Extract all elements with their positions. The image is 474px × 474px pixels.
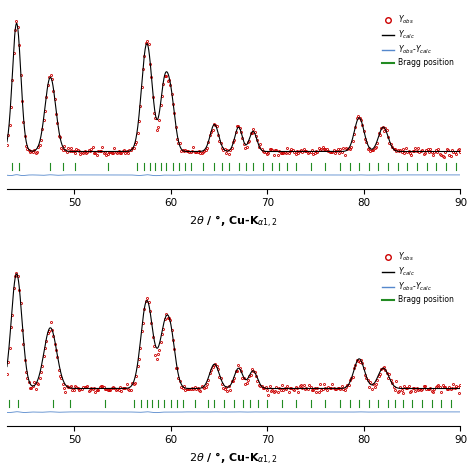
Legend: $Y_{obs}$, $Y_{calc}$, $Y_{obs}$-$Y_{calc}$, Bragg position: $Y_{obs}$, $Y_{calc}$, $Y_{obs}$-$Y_{cal…	[379, 248, 456, 307]
X-axis label: $2\theta$ / °, Cu-K$_{\alpha1,2}$: $2\theta$ / °, Cu-K$_{\alpha1,2}$	[189, 451, 278, 467]
X-axis label: $2\theta$ / °, Cu-K$_{\alpha1,2}$: $2\theta$ / °, Cu-K$_{\alpha1,2}$	[189, 214, 278, 230]
Legend: $Y_{obs}$, $Y_{calc}$, $Y_{obs}$-$Y_{calc}$, Bragg position: $Y_{obs}$, $Y_{calc}$, $Y_{obs}$-$Y_{cal…	[379, 11, 456, 70]
